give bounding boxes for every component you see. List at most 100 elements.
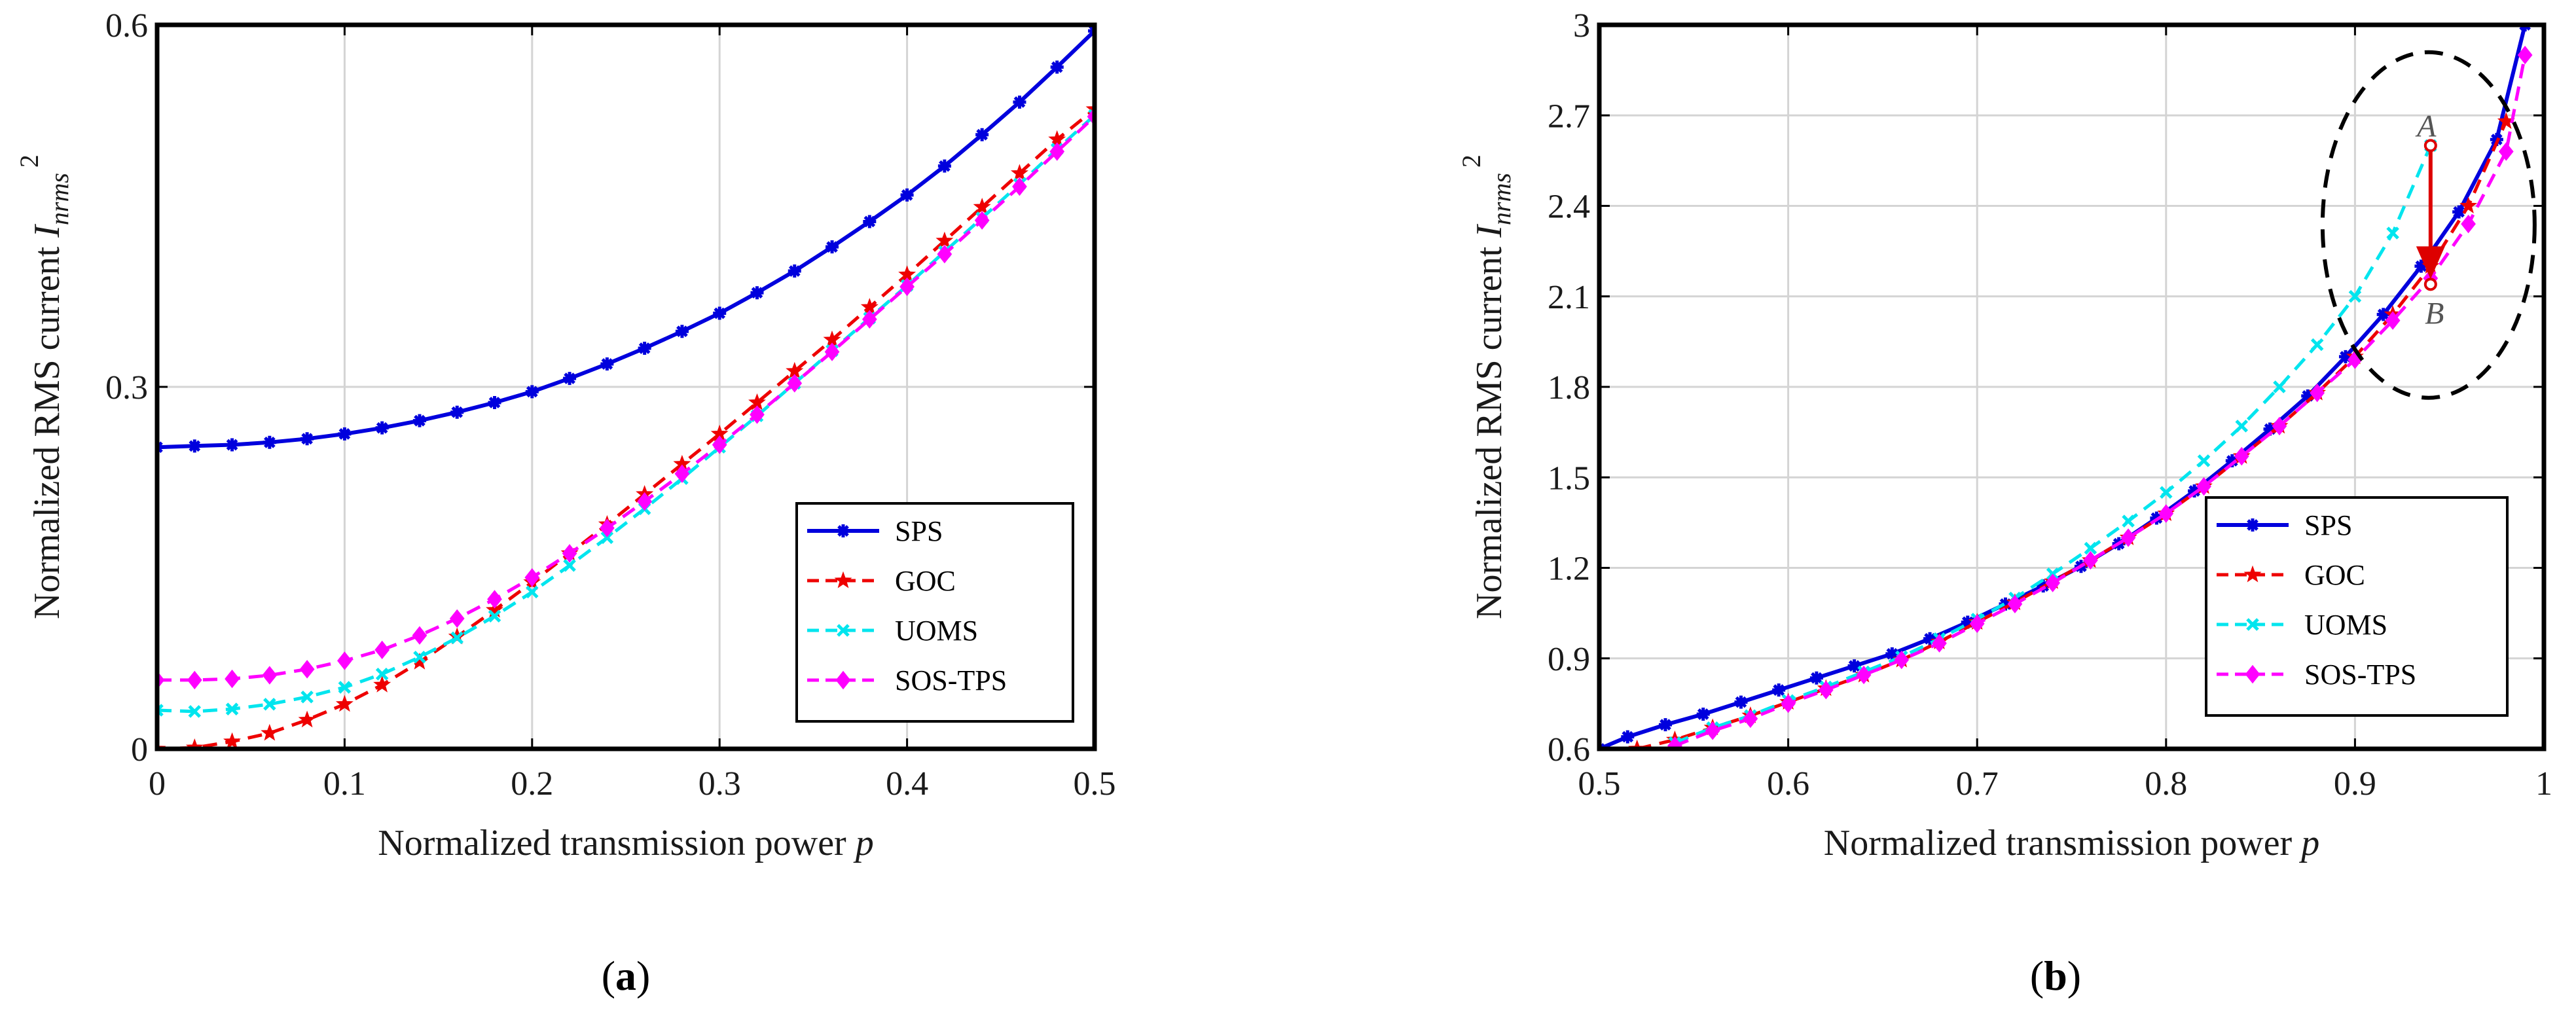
data-point-goc <box>298 710 316 728</box>
legend-label-goc: GOC <box>2304 559 2365 591</box>
data-point-uoms <box>563 559 576 572</box>
data-point-sps <box>1999 597 2012 611</box>
data-point-sos-tps <box>2272 416 2287 436</box>
data-point-sos-tps <box>787 374 803 393</box>
y-tick-label: 2.4 <box>1548 189 1590 226</box>
x-axis-label-variable: p <box>2298 823 2319 863</box>
data-point-sos-tps <box>862 310 877 329</box>
data-point-uoms <box>2235 420 2249 433</box>
y-axis-label: Normalized RMS current Inrms2 <box>1457 154 1516 619</box>
legend-marker-sps <box>837 524 850 537</box>
y-axis-label-subscript: nrms <box>45 173 74 225</box>
x-tick-label: 0.5 <box>1074 765 1116 803</box>
data-point-goc <box>935 231 954 249</box>
legend-marker-uoms <box>837 624 850 637</box>
panel-label-open: ( <box>2030 952 2044 999</box>
x-axis-label-text: Normalized transmission power <box>378 823 846 863</box>
y-tick-label: 0.6 <box>105 7 148 45</box>
data-point-sos-tps <box>2158 504 2174 523</box>
y-tick-label: 0 <box>131 731 148 768</box>
data-point-goc <box>973 198 991 215</box>
y-axis-label-text: Normalized RMS current <box>27 246 67 619</box>
data-point-sps <box>525 385 539 399</box>
y-axis-label-variable: I <box>1469 224 1510 238</box>
data-point-sos-tps <box>2120 528 2136 547</box>
y-axis-label: Normalized RMS current Inrms2 <box>14 154 74 619</box>
data-point-sos-tps <box>1012 177 1027 196</box>
x-tick-label: 0.2 <box>511 765 553 803</box>
legend-marker-goc <box>834 571 852 588</box>
legend-label-sps: SPS <box>2304 509 2352 541</box>
data-point-sos-tps <box>2045 573 2061 592</box>
x-tick-label: 0 <box>149 765 166 803</box>
data-point-sps <box>1659 718 1673 732</box>
legend-marker-goc <box>2243 565 2262 583</box>
data-point-sps <box>338 427 352 441</box>
x-axis-label: Normalized transmission power p <box>378 823 873 863</box>
data-point-sos-tps <box>337 651 352 670</box>
data-point-sos-tps <box>449 609 465 628</box>
y-axis-label-superscript: 2 <box>1457 154 1486 168</box>
data-point-sos-tps <box>2082 551 2098 570</box>
y-tick-label: 3 <box>1573 7 1590 45</box>
y-tick-label: 0.9 <box>1548 641 1590 678</box>
data-point-sps <box>788 264 801 278</box>
panel-b-chart: 0.5 0.6 0.7 0.8 0.9 10.60.91.21.51.82.12.42.7… <box>1457 7 2552 999</box>
data-point-uoms <box>157 704 164 717</box>
data-point-uoms <box>526 585 539 599</box>
data-point-sps <box>2414 259 2428 273</box>
data-point-sos-tps <box>1781 694 1796 714</box>
data-point-sps <box>1013 95 1026 109</box>
data-point-uoms <box>2310 338 2324 352</box>
x-tick-label: 1 <box>2535 765 2552 803</box>
legend-marker-uoms <box>2246 618 2259 631</box>
data-point-sps <box>975 128 989 141</box>
series-group <box>157 25 1095 749</box>
data-point-sos-tps <box>599 518 615 537</box>
x-tick-label: 0.1 <box>323 765 366 803</box>
data-point-sos-tps <box>824 342 840 361</box>
data-point-uoms <box>488 609 501 623</box>
data-point-sos-tps <box>2461 214 2476 234</box>
series-line-sos-tps <box>157 115 1095 682</box>
data-point-sps <box>750 286 764 300</box>
legend: SPS GOC UOMS SOS-TPS <box>795 502 1074 723</box>
data-point-uoms <box>2160 486 2173 499</box>
data-point-sps <box>1734 695 1748 709</box>
legend-label-sps: SPS <box>895 515 943 547</box>
data-point-sos-tps <box>412 626 427 645</box>
data-point-sps <box>900 188 914 202</box>
data-point-sps <box>563 372 577 386</box>
x-tick-label: 0.3 <box>698 765 741 803</box>
data-point-sps <box>263 435 276 449</box>
data-point-sps <box>488 395 501 409</box>
point-b-marker <box>2423 278 2437 291</box>
legend-marker-sos-tps <box>2245 664 2260 684</box>
data-point-goc <box>335 695 354 712</box>
data-point-sos-tps <box>1894 650 1910 670</box>
data-point-sos-tps <box>487 590 502 609</box>
y-tick-label: 1.8 <box>1548 369 1590 407</box>
data-point-sos-tps <box>750 405 765 424</box>
data-point-uoms <box>2348 289 2362 303</box>
data-point-sps <box>675 325 689 338</box>
data-point-sps <box>412 414 426 427</box>
arrow-head <box>2416 246 2445 280</box>
y-axis-label-superscript: 2 <box>14 154 44 168</box>
legend-box <box>2205 496 2509 717</box>
data-point-sos-tps <box>2385 311 2401 330</box>
data-point-goc <box>373 676 391 693</box>
data-point-uoms <box>2197 454 2211 467</box>
y-axis-label-subscript: nrms <box>1487 173 1516 225</box>
highlight-ellipse <box>2320 50 2537 400</box>
data-point-sps <box>2188 484 2202 497</box>
data-point-uoms <box>2084 541 2097 555</box>
data-point-sps <box>300 432 314 446</box>
y-axis-label-variable: I <box>27 224 67 238</box>
data-point-sos-tps <box>974 211 990 230</box>
data-point-goc <box>261 723 279 741</box>
annotation-label-a: A <box>2415 109 2437 143</box>
panel-label-letter: b <box>2044 952 2067 999</box>
data-point-sos-tps <box>225 669 240 689</box>
